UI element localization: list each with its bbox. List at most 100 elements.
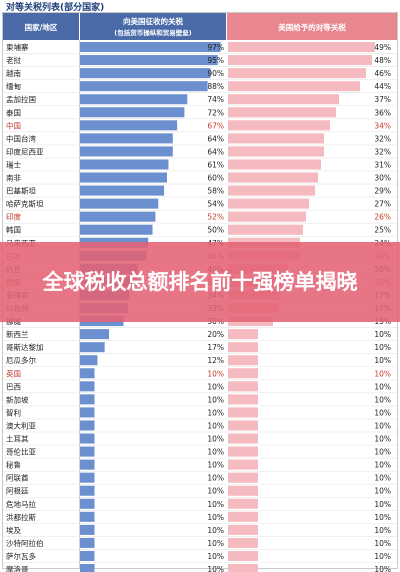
reciprocal-bar [228,394,258,405]
collected-bar [80,329,109,340]
collected-value-label: 10% [207,513,224,522]
reciprocal-value-label: 10% [374,513,391,522]
collected-value-label: 10% [207,435,224,444]
collected-value-label: 10% [207,369,224,378]
reciprocal-bar [228,446,258,457]
collected-bar [80,446,95,457]
header-collected-sublabel: (包括货币操纵和贸易壁垒) [114,28,191,37]
collected-bar [80,550,95,561]
reciprocal-value-label: 10% [374,448,391,457]
reciprocal-bar [228,368,258,379]
header-collected-label: 向美国征收的关税 [123,16,183,26]
country-label: 阿根廷 [6,486,29,496]
collected-bar [80,133,173,144]
collected-bar [80,368,95,379]
reciprocal-value-label: 10% [374,408,391,417]
collected-bar [80,394,95,405]
header-country-cell [3,13,79,40]
reciprocal-value-label: 46% [374,69,391,78]
country-label: 孟加拉国 [6,94,36,104]
collected-value-label: 10% [207,526,224,535]
collected-bar [80,42,221,53]
reciprocal-value-label: 10% [374,421,391,430]
collected-value-label: 10% [207,421,224,430]
reciprocal-value-label: 10% [374,382,391,391]
reciprocal-bar [228,355,258,366]
country-label: 新加坡 [6,394,29,404]
header-collected-cell [80,13,226,40]
reciprocal-bar [228,511,258,522]
reciprocal-value-label: 36% [374,108,391,117]
country-label: 洪都拉斯 [6,512,36,522]
collected-value-label: 10% [207,448,224,457]
country-label: 南非 [6,173,21,183]
reciprocal-bar [228,564,258,572]
collected-value-label: 88% [207,82,224,91]
collected-value-label: 61% [207,160,224,169]
collected-value-label: 10% [207,487,224,496]
country-label: 缅甸 [6,81,21,91]
reciprocal-bar [228,459,258,470]
collected-bar [80,224,153,235]
reciprocal-value-label: 10% [374,539,391,548]
reciprocal-bar [228,81,360,92]
country-label: 智利 [6,407,21,417]
reciprocal-bar [228,133,324,144]
reciprocal-value-label: 10% [374,474,391,483]
country-label: 哈萨克斯坦 [6,199,44,209]
reciprocal-bar [228,472,258,483]
collected-bar [80,355,98,366]
reciprocal-value-label: 37% [374,95,391,104]
country-label: 哥伦比亚 [6,447,36,457]
reciprocal-value-label: 10% [374,330,391,339]
reciprocal-value-label: 25% [374,226,391,235]
collected-value-label: 10% [207,539,224,548]
header-reciprocal-label: 美国给予的对等关税 [278,22,346,32]
collected-value-label: 60% [207,174,224,183]
country-label: 中国台湾 [6,133,36,143]
country-label: 厄瓜多尔 [6,355,36,365]
reciprocal-value-label: 10% [374,552,391,561]
reciprocal-bar [228,159,321,170]
country-label: 英国 [6,368,21,378]
country-label: 泰国 [6,107,21,117]
collected-value-label: 74% [207,95,224,104]
reciprocal-bar [228,94,339,105]
reciprocal-bar [228,537,258,548]
collected-value-label: 97% [207,43,224,52]
collected-value-label: 72% [207,108,224,117]
collected-value-label: 10% [207,461,224,470]
reciprocal-bar [228,211,306,222]
collected-value-label: 90% [207,69,224,78]
collected-bar [80,564,95,572]
reciprocal-value-label: 48% [374,56,391,65]
collected-value-label: 10% [207,500,224,509]
country-label: 萨尔瓦多 [6,551,36,561]
reciprocal-bar [228,107,336,118]
reciprocal-value-label: 26% [374,213,391,222]
reciprocal-value-label: 27% [374,200,391,209]
reciprocal-bar [228,329,258,340]
collected-value-label: 10% [207,395,224,404]
reciprocal-bar [228,498,258,509]
reciprocal-bar [228,524,258,535]
reciprocal-value-label: 29% [374,187,391,196]
collected-value-label: 12% [207,356,224,365]
reciprocal-bar [228,120,330,131]
collected-bar [80,524,95,535]
country-label: 印度尼西亚 [6,146,44,156]
reciprocal-bar [228,342,258,353]
country-label: 新西兰 [6,329,29,339]
reciprocal-bar [228,433,258,444]
country-label: 印度 [6,212,21,222]
collected-value-label: 67% [207,121,224,130]
country-label: 瑞士 [6,159,21,169]
country-label: 摩洛哥 [6,564,29,572]
title-banner: 全球税收总额排名前十强榜单揭晓 [0,242,400,322]
reciprocal-bar [228,420,258,431]
collected-bar [80,81,208,92]
collected-bar [80,498,95,509]
collected-bar [80,120,178,131]
collected-bar [80,94,188,105]
collected-value-label: 20% [207,330,224,339]
